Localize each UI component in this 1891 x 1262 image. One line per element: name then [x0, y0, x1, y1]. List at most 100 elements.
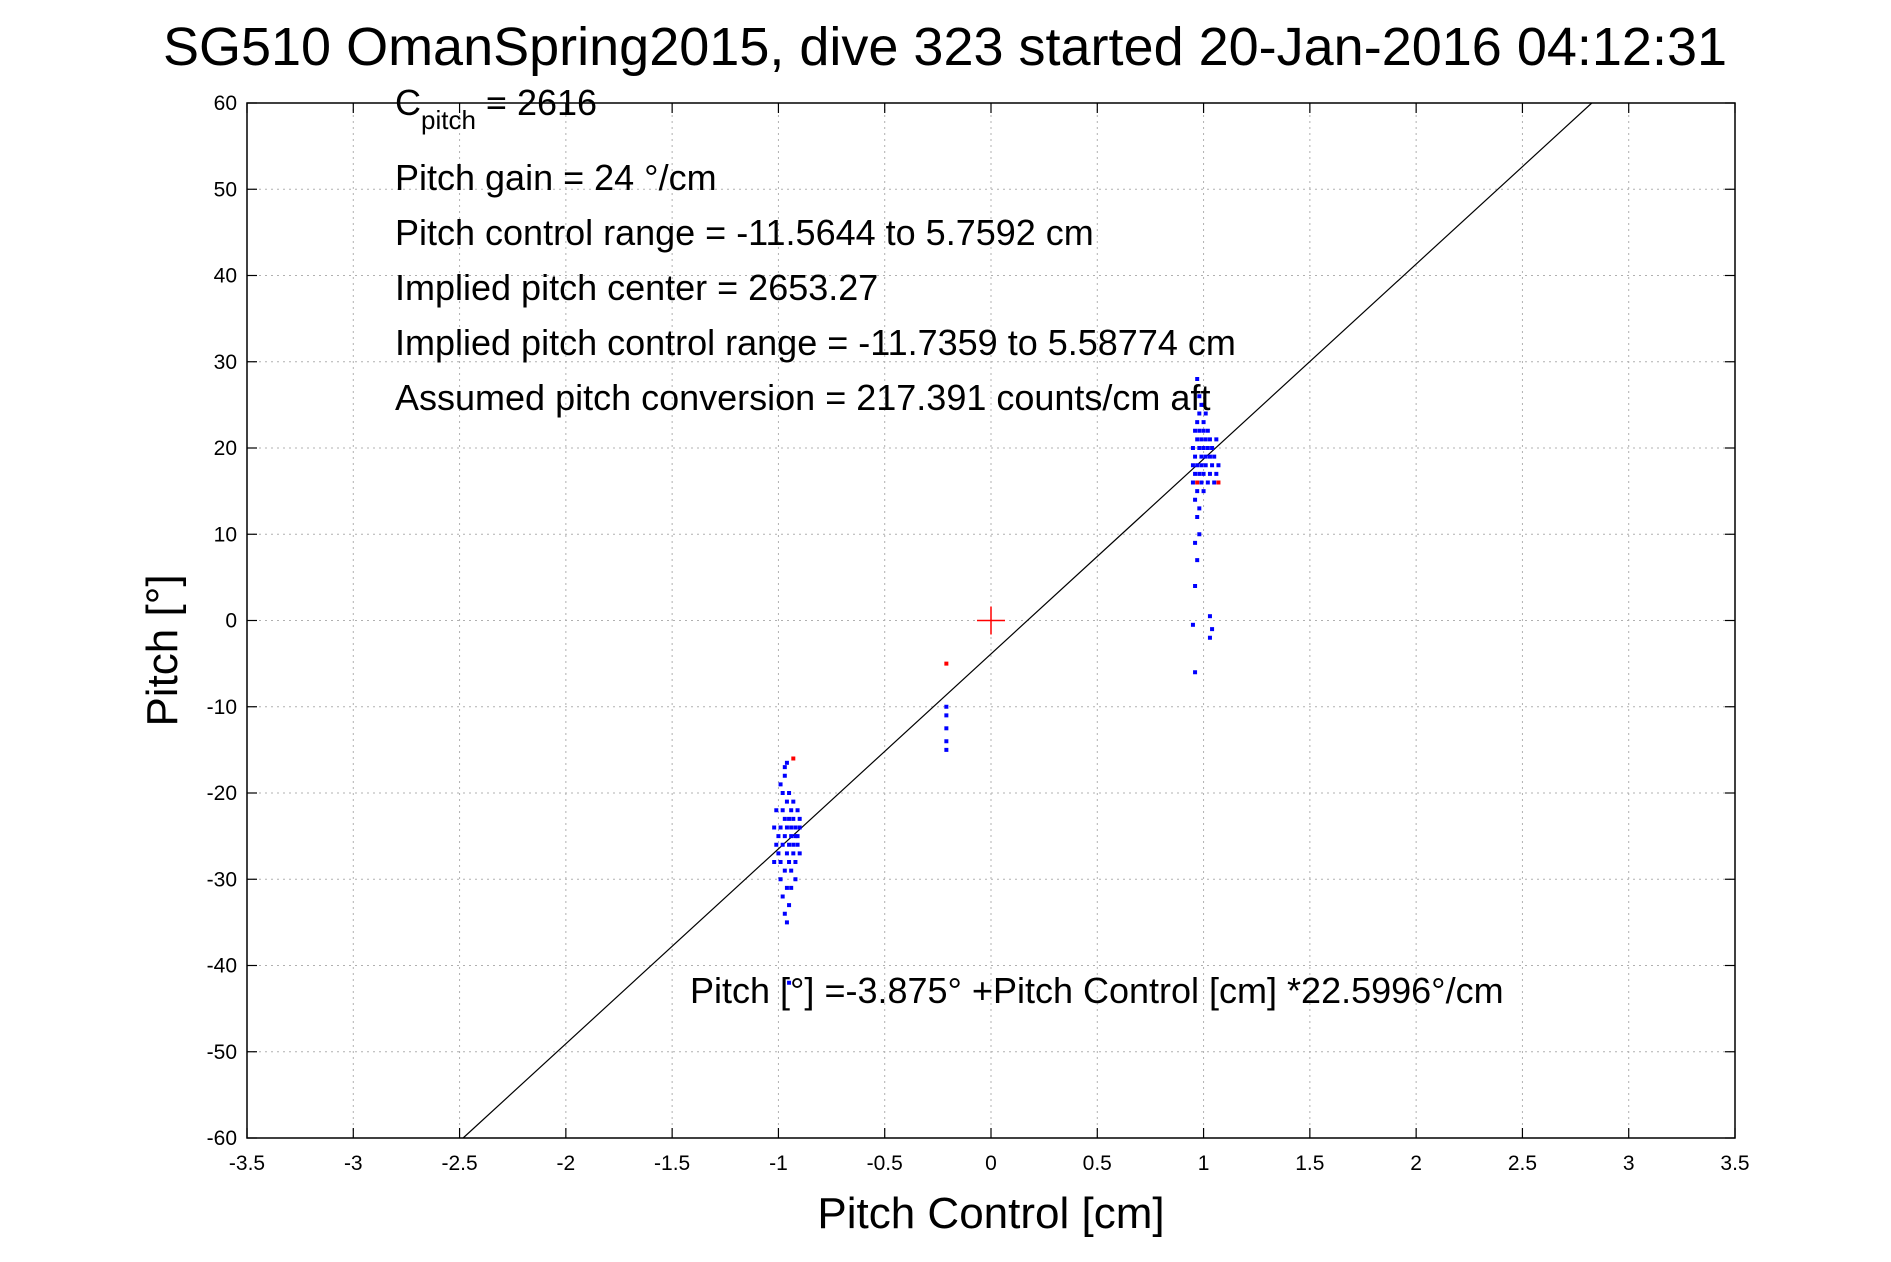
sample-point — [1195, 377, 1200, 381]
sample-point — [787, 980, 792, 985]
sample-point — [789, 885, 794, 890]
y-tick-label: 30 — [214, 351, 237, 374]
axis-ticks: -3.5 -3 -2.5 -2 -1.5 -1 -0.5 0 0.5 1 1.5 2 2.5 3 3.5 -6… — [207, 92, 1750, 1175]
sample-point — [780, 894, 785, 899]
sample-point — [1195, 463, 1200, 468]
x-tick-label: 3 — [1623, 1152, 1635, 1175]
x-tick-label: 1.5 — [1295, 1152, 1324, 1175]
sample-point — [780, 808, 785, 813]
sample-point — [789, 808, 794, 813]
sample-point — [1195, 558, 1200, 563]
sample-point — [1197, 411, 1202, 416]
sample-point — [782, 868, 787, 873]
sample-point — [778, 860, 783, 864]
sample-point — [797, 851, 802, 856]
sample-point — [772, 825, 777, 830]
x-tick-label: -0.5 — [867, 1152, 903, 1175]
y-tick-label: 20 — [214, 437, 237, 460]
sample-point — [944, 704, 949, 709]
sample-point — [780, 791, 785, 795]
chart-title: SG510 OmanSpring2015, dive 323 started 2… — [163, 17, 1727, 77]
sample-point — [782, 816, 787, 821]
sample-point — [1193, 497, 1198, 502]
sample-point — [1197, 506, 1202, 511]
sample-point — [793, 834, 798, 839]
y-tick-label: -50 — [207, 1041, 237, 1064]
sample-point — [787, 903, 792, 908]
annotation-c-pitch-lead: C — [395, 82, 421, 123]
sample-point — [782, 911, 787, 916]
sample-point — [793, 860, 798, 864]
sample-point — [778, 825, 783, 830]
sample-point — [1201, 471, 1206, 476]
sample-point — [1214, 437, 1219, 442]
sample-point — [774, 842, 779, 847]
sample-point — [1195, 420, 1200, 425]
annotation-pitch-gain: Pitch gain = 24 °/cm — [395, 157, 717, 198]
sample-point — [797, 825, 802, 830]
x-tick-label: 0 — [985, 1152, 997, 1175]
x-tick-label: -2 — [557, 1152, 576, 1175]
sample-point — [1193, 584, 1198, 588]
sample-point — [1199, 480, 1204, 485]
x-tick-label: -1 — [769, 1152, 788, 1175]
sample-point — [944, 747, 949, 752]
sample-point — [784, 885, 789, 890]
x-axis-label: Pitch Control [cm] — [817, 1189, 1164, 1238]
x-tick-label: -2.5 — [441, 1152, 477, 1175]
sample-point — [791, 842, 796, 847]
sample-point — [1210, 463, 1215, 468]
sample-point — [1197, 446, 1202, 450]
sample-point — [1203, 411, 1208, 416]
sample-point — [784, 920, 789, 925]
x-tick-label: 1 — [1198, 1152, 1210, 1175]
y-axis-label: Pitch [°] — [138, 574, 187, 726]
y-tick-label: 60 — [214, 92, 237, 115]
sample-point — [944, 739, 949, 744]
x-tick-label: 2 — [1410, 1152, 1422, 1175]
x-tick-label: -3 — [344, 1152, 363, 1175]
sample-point — [776, 834, 781, 839]
sample-point — [774, 808, 779, 813]
x-tick-label: 2.5 — [1508, 1152, 1537, 1175]
sample-point — [1193, 454, 1198, 459]
sample-point — [1195, 437, 1200, 442]
sample-point — [1207, 437, 1212, 442]
sample-point — [1205, 428, 1210, 433]
sample-point — [1201, 446, 1206, 450]
sample-point — [1197, 471, 1202, 476]
x-tick-label: -3.5 — [229, 1152, 265, 1175]
sample-point — [793, 877, 798, 882]
flagged-point — [1216, 480, 1221, 485]
sample-point — [1201, 428, 1206, 433]
sample-point — [1212, 454, 1217, 459]
sample-point — [1216, 463, 1221, 468]
sample-point — [1207, 614, 1212, 619]
sample-point — [1190, 463, 1195, 468]
sample-point — [795, 808, 800, 813]
y-tick-label: -40 — [207, 955, 237, 978]
sample-point — [1190, 446, 1195, 450]
sample-point — [795, 834, 800, 839]
sample-point — [1205, 446, 1210, 450]
sample-point — [787, 791, 792, 795]
sample-point — [1193, 540, 1198, 545]
y-tick-label: 50 — [214, 178, 237, 201]
sample-point — [1210, 446, 1215, 450]
x-tick-label: 0.5 — [1083, 1152, 1112, 1175]
y-tick-label: -30 — [207, 868, 237, 891]
sample-point — [784, 760, 789, 765]
sample-point — [1201, 489, 1206, 494]
fit-line — [462, 102, 1593, 1139]
sample-point — [1199, 463, 1204, 468]
sample-point — [1205, 480, 1210, 485]
sample-point — [1197, 532, 1202, 537]
sample-point — [784, 825, 789, 830]
sample-point — [1195, 515, 1200, 519]
annotation-assumed-pitch-conversion: Assumed pitch conversion = 217.391 count… — [395, 377, 1210, 418]
flagged-point — [944, 661, 949, 666]
sample-point — [1199, 454, 1204, 459]
sample-point — [1210, 627, 1215, 632]
annotation-c-pitch: Cpitch = 2616 — [395, 82, 597, 135]
